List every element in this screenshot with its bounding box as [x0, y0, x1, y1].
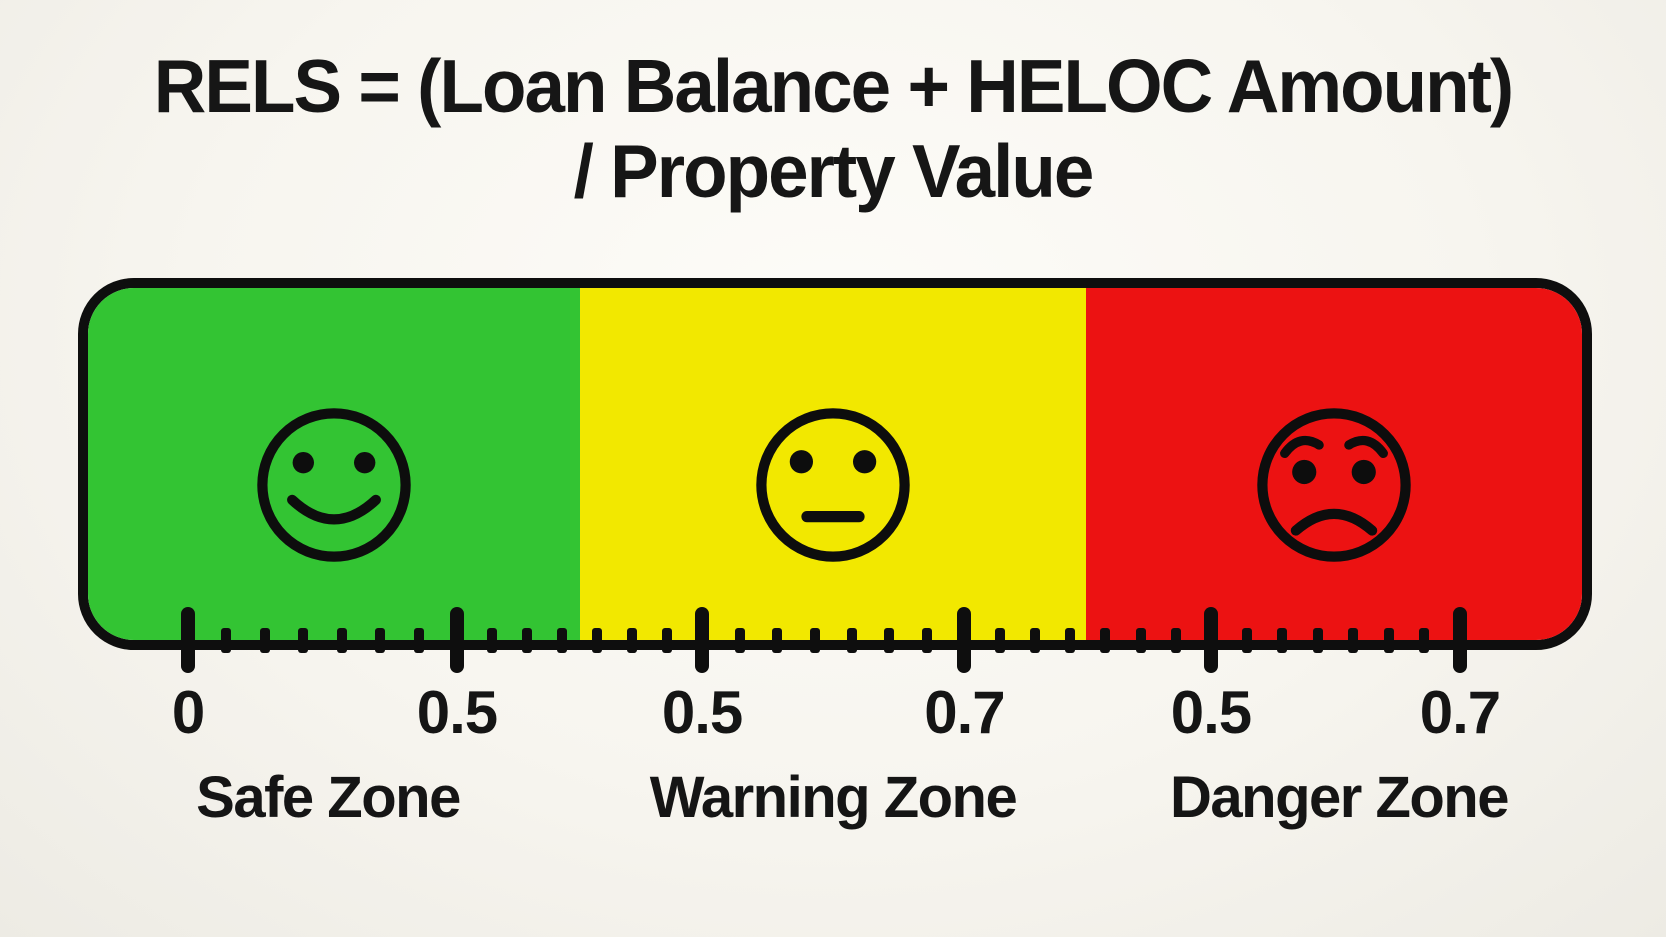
formula-line-1: RELS = (Loan Balance + HELOC Amount): [153, 44, 1514, 128]
zone-label-warning: Warning Zone: [649, 765, 1018, 830]
zone-safe: [88, 288, 580, 640]
worried-face-icon: [1257, 408, 1411, 562]
tick-label: 0.5: [416, 679, 498, 746]
zone-label-safe: Safe Zone: [196, 765, 461, 830]
formula-title: RELS = (Loan Balance + HELOC Amount) / P…: [25, 44, 1641, 214]
tick-label: 0.5: [661, 679, 743, 746]
tick-label: 0.5: [1170, 679, 1252, 746]
zone-label-danger: Danger Zone: [1170, 765, 1510, 830]
zone-warning: [579, 288, 1086, 640]
tick-label: 0.7: [924, 679, 1005, 746]
happy-face-icon: [257, 408, 411, 562]
zone-danger: [1085, 288, 1582, 640]
tick-label: 0: [171, 679, 205, 746]
rels-gauge: [78, 278, 1592, 650]
tick-label: 0.7: [1419, 679, 1501, 746]
neutral-face-icon: [756, 408, 910, 562]
formula-line-2: / Property Value: [573, 129, 1095, 213]
